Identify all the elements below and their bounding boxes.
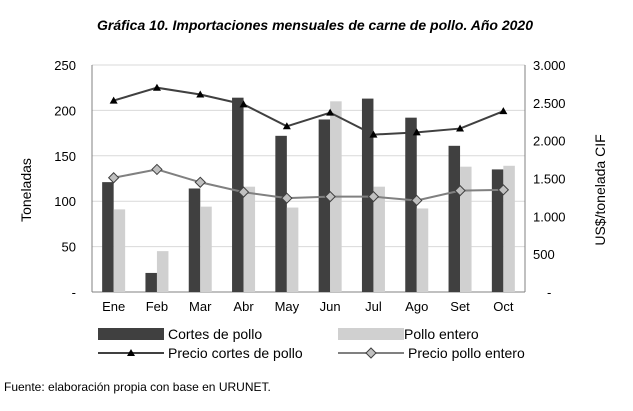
bar-entero [113, 209, 126, 292]
y-tick-label: 150 [54, 149, 76, 164]
x-tick-label: Ago [405, 299, 428, 314]
point-precio-entero [411, 194, 423, 207]
point-precio-cortes [152, 83, 161, 91]
bar-cortes [405, 117, 417, 292]
y2-tick-label: 3.000 [533, 58, 566, 73]
point-precio-entero [454, 184, 466, 197]
legend-label-cortes: Cortes de pollo [168, 326, 262, 342]
point-precio-entero [497, 184, 510, 196]
y-axis-label: Toneladas [18, 158, 34, 222]
bar-cortes [275, 135, 287, 292]
x-tick-labels: Ene Feb Mar Abr May Jun Jul Ago Set Oct [102, 299, 514, 314]
y2-axis-label: US$/tonelada CIF [592, 134, 608, 245]
point-precio-cortes [239, 100, 248, 108]
line-precio-entero [113, 168, 504, 202]
x-tick-label: Jul [365, 299, 382, 314]
point-precio-entero [151, 163, 163, 176]
legend-marker-diamond [365, 347, 377, 359]
y-tick-label: 100 [54, 194, 76, 209]
legend-swatch-cortes [98, 328, 164, 340]
y-tick-label: 50 [62, 240, 76, 255]
source-note: Fuente: elaboración propia con base en U… [4, 380, 271, 394]
bar-entero [416, 208, 429, 292]
bar-entero [243, 186, 256, 292]
right-axis: - 500 1.000 1.500 2.000 2.500 3.000 [524, 58, 566, 300]
bar-entero [460, 166, 472, 292]
y2-tick-label: 1.000 [533, 209, 566, 224]
point-precio-cortes [369, 130, 378, 138]
y2-tick-label: 2.500 [533, 96, 566, 111]
point-precio-entero [194, 176, 206, 188]
point-precio-cortes [499, 107, 508, 115]
point-precio-cortes [109, 96, 118, 104]
y-tick-label: 200 [54, 103, 76, 118]
bar-entero [200, 206, 212, 292]
bar-cortes [102, 182, 114, 292]
x-tick-label: Abr [233, 299, 254, 314]
legend-label-precio-cortes: Precio cortes de pollo [168, 345, 303, 361]
legend-label-precio-entero: Precio pollo entero [408, 345, 525, 361]
point-precio-cortes [326, 108, 335, 116]
bar-cortes [491, 169, 504, 292]
point-precio-cortes [282, 122, 291, 130]
point-precio-entero [367, 190, 380, 203]
bar-cortes [448, 145, 461, 292]
chart-title: Gráfica 10. Importaciones mensuales de c… [97, 17, 533, 33]
y2-tick-label: - [547, 285, 551, 300]
bar-entero [503, 165, 515, 292]
point-precio-entero [237, 186, 250, 198]
legend-marker-triangle [127, 349, 135, 356]
point-precio-entero [107, 172, 120, 184]
x-tick-label: May [275, 299, 300, 314]
x-tick-label: Mar [189, 299, 212, 314]
point-precio-entero [324, 190, 336, 203]
point-precio-entero [281, 192, 293, 204]
bar-cortes [145, 272, 157, 292]
y-tick-label: - [72, 285, 76, 300]
legend-swatch-entero [338, 328, 404, 340]
bar-cortes [361, 98, 374, 292]
x-tick-label: Jun [320, 299, 341, 314]
point-precio-cortes [196, 90, 205, 98]
bar-cortes [188, 188, 201, 292]
y2-tick-label: 500 [533, 247, 555, 262]
y-tick-label: 250 [54, 58, 76, 73]
bars [102, 97, 515, 292]
lines [107, 83, 510, 207]
bar-entero [286, 207, 299, 292]
bar-cortes [318, 119, 331, 292]
legend-label-entero: Pollo entero [404, 326, 479, 342]
y2-tick-label: 2.000 [533, 134, 566, 149]
x-tick-label: Oct [493, 299, 514, 314]
line-precio-cortes [113, 86, 504, 136]
x-tick-label: Set [450, 299, 470, 314]
x-tick-label: Feb [146, 299, 168, 314]
y2-tick-label: 1.500 [533, 172, 566, 187]
bar-cortes [232, 97, 244, 292]
bar-entero [156, 251, 169, 292]
x-tick-label: Ene [102, 299, 125, 314]
bar-entero [373, 186, 385, 292]
legend: Cortes de pollo Pollo entero Precio cort… [98, 326, 525, 361]
point-precio-cortes [456, 124, 465, 132]
point-precio-cortes [412, 128, 421, 136]
